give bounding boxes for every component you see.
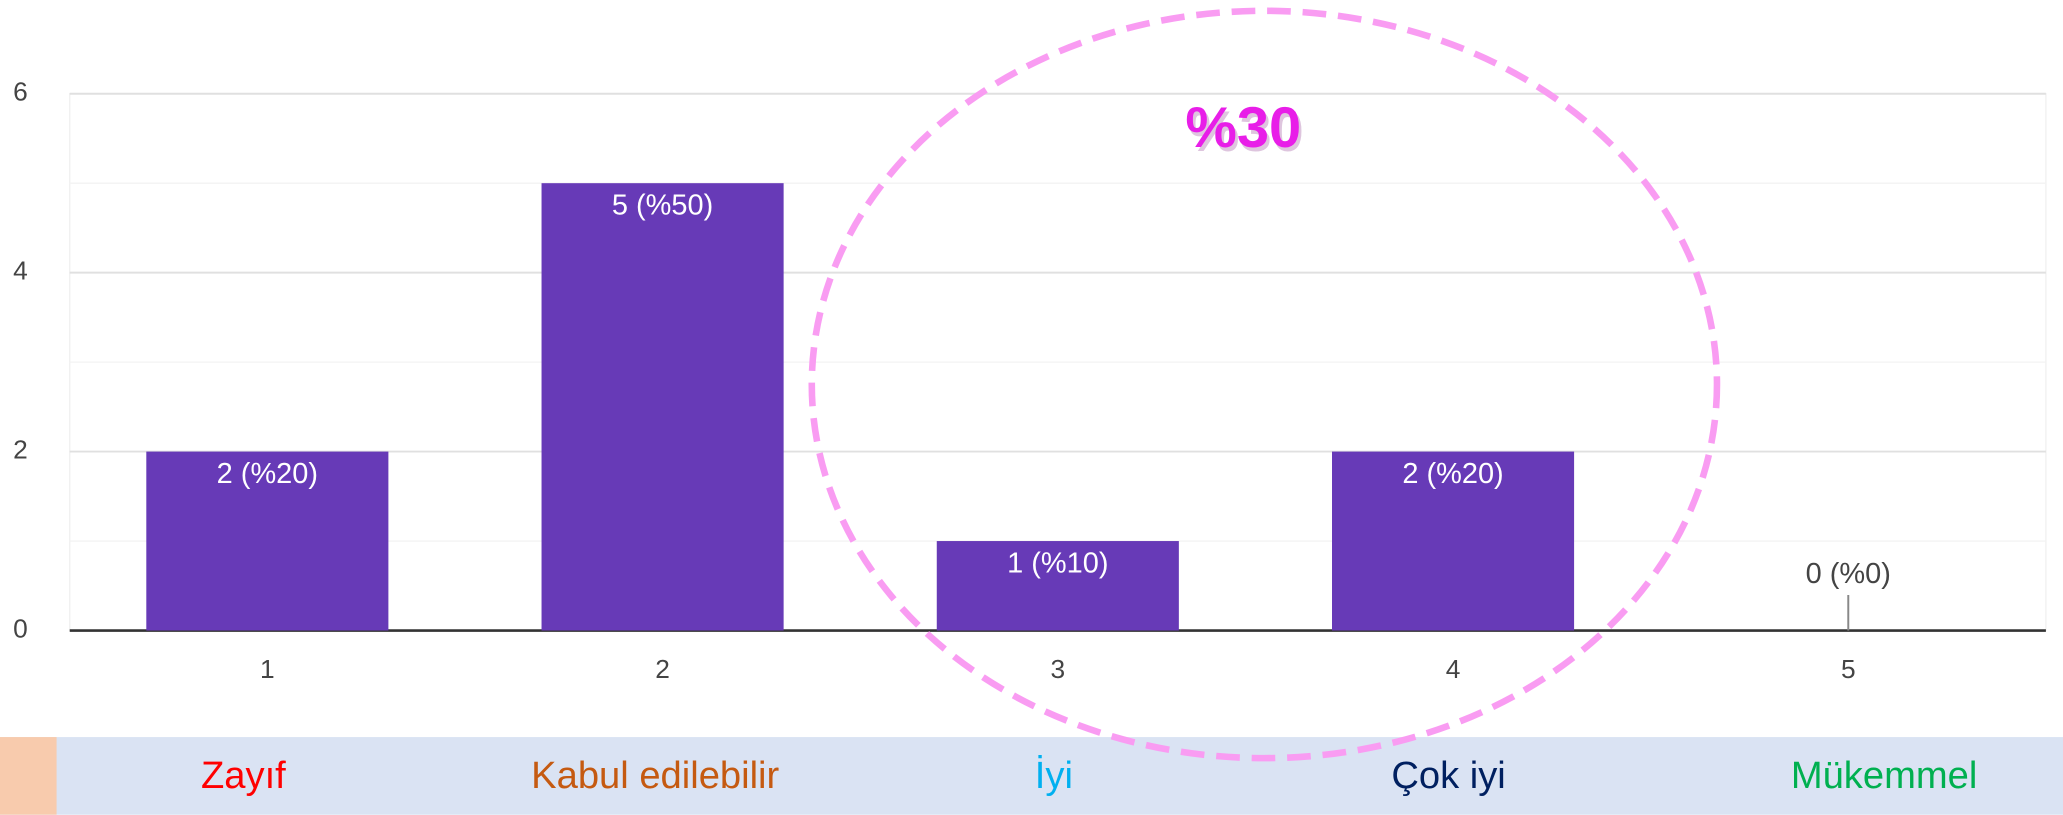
highlight-ellipse xyxy=(808,7,1721,762)
annotation: %30 xyxy=(1185,96,1301,160)
value-label: 1 (%10) xyxy=(1007,547,1108,579)
scale-label: İyi xyxy=(1035,754,1073,797)
y-tick-label: 6 xyxy=(13,77,28,107)
annotation-shadow: %30 xyxy=(1188,100,1304,164)
scale-label: Zayıf xyxy=(201,754,286,797)
y-tick-label: 4 xyxy=(13,256,28,286)
bar xyxy=(1332,451,1575,631)
scale-label: Çok iyi xyxy=(1391,754,1505,797)
bar xyxy=(936,541,1179,631)
bar xyxy=(541,183,784,631)
x-tick-label: 1 xyxy=(260,654,275,684)
scale-swatch xyxy=(0,737,57,815)
bar xyxy=(146,451,389,631)
value-label: 2 (%20) xyxy=(217,458,318,490)
value-label: 2 (%20) xyxy=(1402,458,1503,490)
scale-label: Kabul edilebilir xyxy=(531,754,779,797)
x-tick-label: 3 xyxy=(1050,654,1065,684)
x-tick-label: 2 xyxy=(655,654,670,684)
y-tick-label: 0 xyxy=(13,613,28,643)
value-label: 0 (%0) xyxy=(1806,558,1891,590)
y-tick-label: 2 xyxy=(13,435,28,465)
scale-band xyxy=(0,737,2063,815)
scale-label: Mükemmel xyxy=(1791,754,1978,797)
x-tick-label: 4 xyxy=(1446,654,1461,684)
value-label: 5 (%50) xyxy=(612,189,713,221)
x-tick-label: 5 xyxy=(1841,654,1856,684)
